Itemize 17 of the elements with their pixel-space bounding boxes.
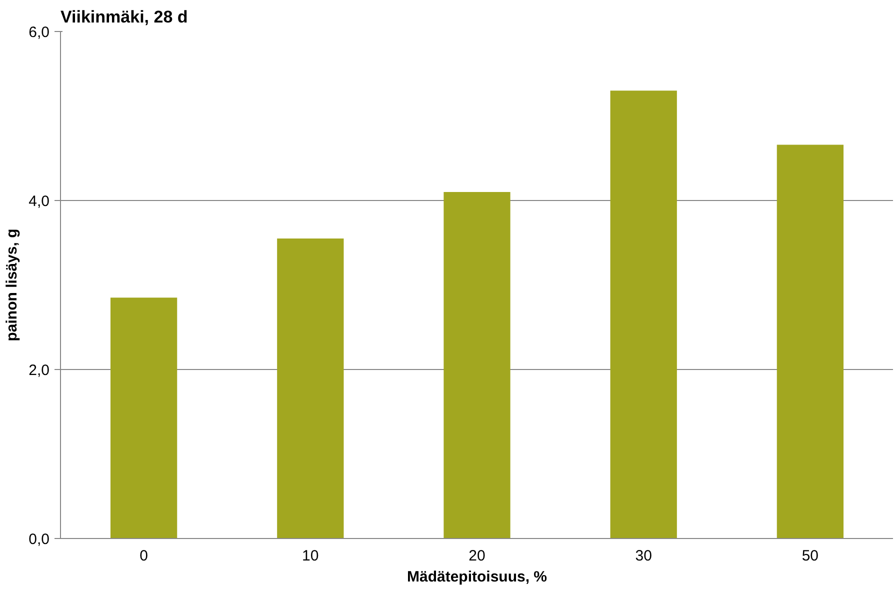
bar <box>110 298 178 538</box>
y-tick-label: 6,0 <box>28 24 50 41</box>
x-tick-label: 30 <box>635 548 652 564</box>
bar <box>444 192 510 538</box>
x-tick-label: 50 <box>802 548 819 564</box>
x-tick-label: 10 <box>302 548 319 564</box>
y-axis-title: painon lisäys, g <box>4 228 21 342</box>
y-tick-label: 2,0 <box>28 362 50 379</box>
bar <box>277 238 344 538</box>
y-tick-label: 0,0 <box>28 531 50 548</box>
y-tick-label: 4,0 <box>28 193 50 210</box>
chart-title: Viikinmäki, 28 d <box>60 8 188 26</box>
bar <box>610 90 677 538</box>
x-tick-label: 0 <box>140 548 148 564</box>
x-axis-title: Mädätepitoisuus, % <box>406 568 548 586</box>
bar <box>776 144 844 538</box>
x-tick-label: 20 <box>468 548 486 564</box>
